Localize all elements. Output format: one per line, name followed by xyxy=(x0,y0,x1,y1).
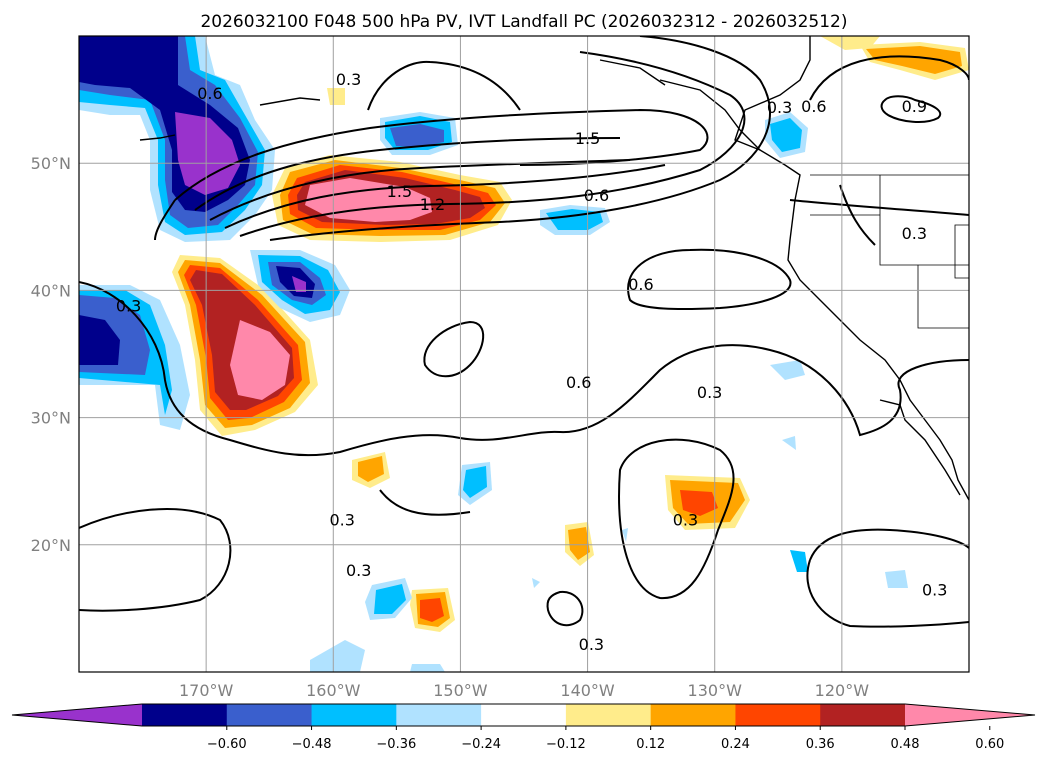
longitude-tick-label: 170°W xyxy=(179,681,234,700)
latitude-tick-label: 50°N xyxy=(31,154,71,173)
longitude-tick-label: 140°W xyxy=(560,681,615,700)
colorbar-tick-label: −0.12 xyxy=(546,737,586,752)
longitude-tick-label: 160°W xyxy=(306,681,361,700)
contour-label: 1.5 xyxy=(387,182,412,201)
contour-label: 0.3 xyxy=(697,383,722,402)
contour-label: 0.6 xyxy=(566,373,591,392)
colorbar-tick-label: −0.60 xyxy=(207,737,247,752)
contour-label: 0.6 xyxy=(801,97,826,116)
colorbar-outline xyxy=(11,703,1036,727)
contour-label: 0.3 xyxy=(116,297,141,316)
contour-label: 0.3 xyxy=(767,98,792,117)
colorbar-segment xyxy=(735,704,821,726)
colorbar-segment xyxy=(820,704,906,726)
colorbar-tick-label: 0.12 xyxy=(636,737,665,752)
colorbar-segment xyxy=(396,704,482,726)
state-borders xyxy=(810,174,969,329)
colorbar-segment xyxy=(481,704,567,726)
coastlines xyxy=(139,36,969,501)
contour-label: 0.6 xyxy=(197,84,222,103)
ivt-contours xyxy=(79,36,969,628)
map-frame xyxy=(78,35,970,673)
colorbar-segment xyxy=(565,704,652,726)
colorbar-tick-label: 0.36 xyxy=(806,737,835,752)
colorbar-extend-high xyxy=(905,704,1035,726)
longitude-labels: 170°W 160°W 150°W 140°W 130°W 120°W xyxy=(179,681,869,700)
colorbar-tick-label: 0.48 xyxy=(891,737,920,752)
contour-label: 0.3 xyxy=(579,635,604,654)
contour-label: 0.3 xyxy=(329,510,354,529)
map-area: 0.3 0.6 1.5 1.5 1.2 0.6 0.3 0.6 0.9 0.3 0.6 0.3 0.6 0… xyxy=(79,36,969,672)
contour-label: 0.6 xyxy=(628,275,653,294)
pv-shading xyxy=(79,36,969,672)
map-gridlines xyxy=(79,36,969,672)
colorbar-tick-label: 0.60 xyxy=(975,737,1004,752)
contour-label: 0.3 xyxy=(673,510,698,529)
colorbar-segment xyxy=(226,704,313,726)
colorbar-tick-label: −0.24 xyxy=(461,737,501,752)
colorbar-tick-label: −0.36 xyxy=(376,737,416,752)
colorbar: −0.60 −0.48 −0.36 −0.24 −0.12 0.12 0.24 0.36 0.4… xyxy=(11,703,1036,752)
colorbar-tick-label: 0.24 xyxy=(721,737,750,752)
contour-label: 0.3 xyxy=(346,561,371,580)
latitude-labels: 50°N 40°N 30°N 20°N xyxy=(31,154,71,555)
contour-label: 0.3 xyxy=(922,580,947,599)
longitude-tick-label: 120°W xyxy=(815,681,870,700)
latitude-tick-label: 20°N xyxy=(31,536,71,555)
contour-label: 0.3 xyxy=(336,70,361,89)
contour-label: 1.5 xyxy=(575,129,600,148)
colorbar-segment xyxy=(650,704,736,726)
colorbar-segment xyxy=(142,704,228,726)
latitude-tick-label: 30°N xyxy=(31,409,71,428)
colorbar-extend-low xyxy=(12,704,142,726)
longitude-tick-label: 130°W xyxy=(688,681,743,700)
contour-labels: 0.3 0.6 1.5 1.5 1.2 0.6 0.3 0.6 0.9 0.3 0.6 0.3 0.6 0… xyxy=(116,70,948,654)
contour-label: 0.6 xyxy=(584,186,609,205)
contour-label: 1.2 xyxy=(420,195,445,214)
contour-label: 0.9 xyxy=(902,97,927,116)
colorbar-segment xyxy=(311,704,397,726)
chart-title: 2026032100 F048 500 hPa PV, IVT Landfall… xyxy=(200,12,847,32)
contour-label: 0.3 xyxy=(902,224,927,243)
colorbar-tick-label: −0.48 xyxy=(292,737,332,752)
longitude-tick-label: 150°W xyxy=(433,681,488,700)
latitude-tick-label: 40°N xyxy=(31,281,71,300)
